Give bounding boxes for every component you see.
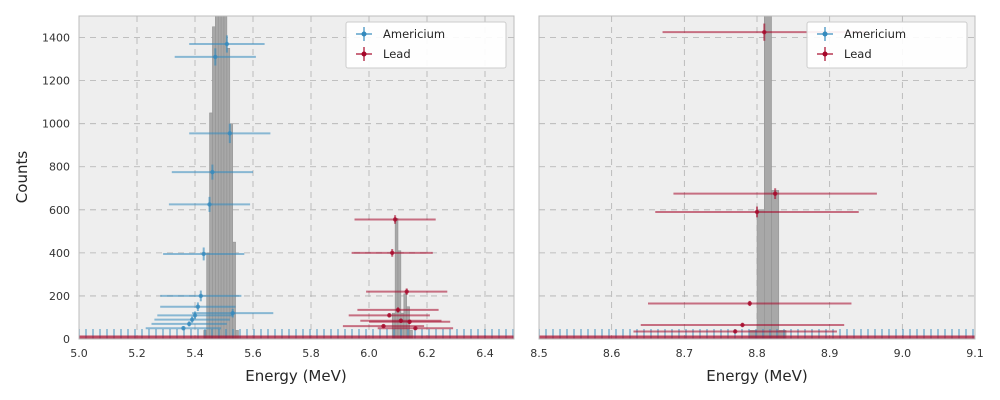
legend-swatch-dot <box>822 31 828 37</box>
histogram-bar <box>223 16 228 339</box>
y-tick-label: 600 <box>49 204 70 217</box>
histogram-bar <box>217 16 222 339</box>
legend: Americium Lead <box>345 21 507 69</box>
data-point <box>213 54 218 60</box>
y-axis-label: Counts <box>13 151 31 204</box>
data-point <box>754 209 760 215</box>
legend-label: Lead <box>383 47 411 61</box>
legend-swatch-dot <box>361 31 367 37</box>
data-point <box>187 321 192 327</box>
data-point <box>230 310 235 316</box>
histogram-bar <box>756 209 765 339</box>
legend-box <box>345 21 507 69</box>
legend-label: Americium <box>383 27 445 41</box>
x-tick-label: 8.7 <box>676 347 694 360</box>
data-point <box>390 250 395 256</box>
data-point <box>224 41 230 47</box>
plot-area <box>79 16 514 339</box>
x-tick-label: 5.0 <box>70 347 88 360</box>
data-point <box>747 301 752 306</box>
plot-area <box>539 16 975 339</box>
x-tick-label: 8.6 <box>603 347 621 360</box>
x-axis-label-left: Energy (MeV) <box>245 367 346 385</box>
legend-swatch-dot <box>361 51 367 57</box>
x-tick-label: 5.6 <box>244 347 262 360</box>
legend: Americium Lead <box>806 21 968 69</box>
x-tick-label: 8.5 <box>530 347 548 360</box>
left-panel: 5.0 5.2 5.4 5.6 5.8 6.0 6.2 6.4 0 200 400 600 800 100… <box>42 15 515 360</box>
histogram-bar <box>232 241 236 339</box>
data-point <box>407 319 412 324</box>
x-tick-label: 5.4 <box>186 347 204 360</box>
data-point <box>740 322 745 328</box>
histogram-bar <box>220 16 225 339</box>
x-tick-label: 5.8 <box>302 347 320 360</box>
legend-label: Lead <box>844 47 872 61</box>
data-point <box>404 289 409 294</box>
data-point <box>195 304 201 309</box>
histogram-bar <box>212 26 216 339</box>
legend-swatch-dot <box>822 51 828 57</box>
data-point <box>381 323 386 329</box>
data-point <box>392 217 398 222</box>
histogram-bar <box>209 112 213 339</box>
data-point <box>210 169 215 175</box>
y-tick-label: 200 <box>49 290 70 303</box>
data-point <box>395 307 401 313</box>
data-point <box>192 313 198 318</box>
data-point <box>198 293 203 299</box>
data-point <box>413 326 418 331</box>
y-tick-label: 1400 <box>42 32 70 45</box>
x-tick-label: 5.2 <box>128 347 146 360</box>
plot-frame <box>538 15 976 340</box>
x-tick-label: 6.4 <box>476 347 494 360</box>
data-point <box>201 251 206 257</box>
y-tick-label: 800 <box>49 161 70 174</box>
data-point <box>227 131 232 136</box>
x-tick-label: 6.0 <box>360 347 378 360</box>
data-point <box>387 313 392 318</box>
x-tick-label: 9.0 <box>894 347 912 360</box>
histogram-bar <box>397 250 402 339</box>
histogram-bar <box>764 16 772 339</box>
histogram-bar <box>403 293 407 339</box>
x-tick-label: 6.2 <box>418 347 436 360</box>
x-axis-label-right: Energy (MeV) <box>706 367 807 385</box>
data-point <box>181 326 186 331</box>
y-tick-label: 0 <box>63 333 70 346</box>
plot-background <box>79 16 514 339</box>
x-tick-label: 9.1 <box>966 347 984 360</box>
data-point <box>733 329 738 334</box>
data-point <box>189 317 195 322</box>
y-tick-label: 1000 <box>42 118 70 131</box>
plot-frame <box>78 15 515 340</box>
right-panel: 8.5 8.6 8.7 8.8 8.9 9.0 9.1 Americium Lead <box>530 15 984 360</box>
legend-label: Americium <box>844 27 906 41</box>
y-tick-label: 400 <box>49 247 70 260</box>
x-tick-label: 8.9 <box>821 347 839 360</box>
data-point <box>207 202 212 207</box>
x-tick-label: 8.8 <box>748 347 766 360</box>
legend-box <box>806 21 968 69</box>
y-tick-label: 1200 <box>42 75 70 88</box>
data-point <box>772 191 778 196</box>
data-point <box>762 29 767 35</box>
